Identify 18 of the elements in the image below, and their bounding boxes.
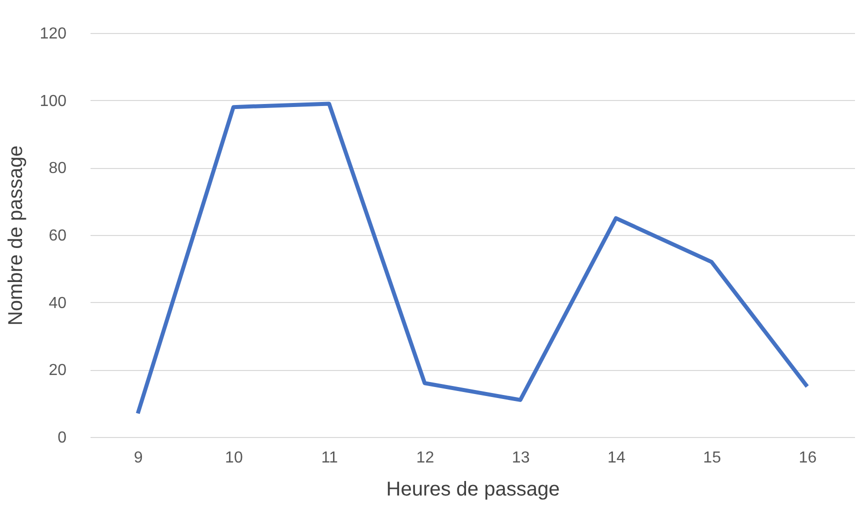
line-series	[136, 102, 810, 416]
x-axis-title: Heures de passage	[386, 478, 560, 500]
x-tick-label: 14	[608, 450, 626, 466]
y-tick-label: 40	[48, 294, 67, 312]
y-tick-label: 20	[48, 362, 67, 380]
x-tick-label: 13	[512, 450, 530, 466]
x-tick-label: 12	[416, 450, 434, 466]
y-tick-label: 60	[48, 228, 67, 244]
x-tick-label: 11	[321, 450, 338, 466]
y-tick-label: 120	[40, 26, 67, 42]
x-tick-label: 15	[703, 450, 722, 466]
y-axis-title: Nombre de passage	[4, 145, 27, 326]
y-tick-label: 100	[40, 92, 67, 110]
y-tick-label: 0	[58, 430, 67, 446]
x-tick-label: 9	[134, 450, 143, 466]
x-tick-label: 10	[225, 450, 243, 466]
y-tick-label: 80	[48, 160, 67, 178]
x-tick-label: 16	[798, 450, 817, 466]
